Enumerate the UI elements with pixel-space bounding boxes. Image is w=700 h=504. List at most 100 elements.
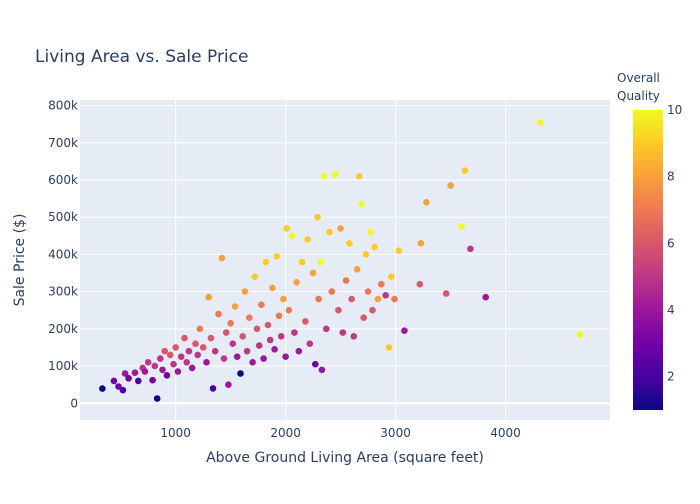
data-point [192,340,199,348]
data-point [149,376,156,384]
data-point [239,333,246,340]
data-point [401,327,408,335]
data-point [266,336,274,344]
data-point [346,240,353,247]
data-point [161,347,168,355]
colorbar [633,110,663,410]
data-point [315,295,322,303]
data-point [262,258,270,266]
data-point [218,254,226,262]
data-point [115,383,122,390]
data-point [291,329,298,336]
chart-title: Living Area vs. Sale Price [35,47,248,67]
data-point [331,171,339,178]
y-axis-ticks: 0 100k 200k 300k 400k 500k 600k 700k 800k [48,99,78,411]
data-point [362,251,370,258]
data-point [243,347,251,355]
data-point [222,329,230,336]
data-point [157,355,164,362]
data-point [374,295,382,303]
data-point [177,353,185,361]
data-point [461,167,469,174]
data-point [233,353,241,361]
data-point [249,359,256,366]
x-tick-label: 1000 [160,426,191,440]
data-point [163,372,171,379]
y-tick-label: 100k [48,359,78,373]
data-point [371,243,379,251]
data-point [159,366,166,374]
data-point [209,385,217,392]
data-point [205,293,212,301]
data-point [121,370,129,377]
data-point [275,312,283,320]
data-point [258,301,265,309]
data-point [269,284,276,292]
data-point [255,342,263,349]
data-point [188,364,196,372]
data-point [229,340,237,348]
data-point [312,360,319,368]
data-point [153,395,161,402]
data-point [220,355,228,362]
y-tick-label: 700k [48,136,78,150]
data-point [458,223,465,230]
data-point [207,334,215,342]
data-point [225,381,232,389]
data-point [246,314,253,322]
data-point [382,292,390,299]
data-point [227,320,234,327]
data-point [537,119,544,126]
data-point [172,344,179,351]
data-point [183,359,190,366]
grid-lines [80,100,610,420]
data-point [119,386,127,394]
data-point [423,199,430,206]
data-point [364,288,372,295]
data-point [360,314,368,322]
data-point [367,228,374,236]
y-tick-label: 200k [48,322,78,336]
data-point [203,359,210,366]
data-point [385,344,393,351]
y-tick-label: 500k [48,210,78,224]
data-point [337,225,344,232]
data-point [323,325,330,333]
data-point [295,347,303,355]
data-point [271,346,278,353]
data-point [387,273,395,281]
colorbar-tick-label: 6 [667,236,675,250]
data-point [241,288,249,295]
data-point [302,318,309,325]
data-point [181,334,188,342]
data-point [280,295,287,303]
data-point [194,351,201,359]
data-point [576,331,584,338]
data-point [174,368,182,375]
colorbar-ticks: 2 4 6 8 10 [667,103,682,384]
data-point [350,333,358,340]
data-point [328,288,336,295]
y-tick-label: 400k [48,247,78,261]
data-point [215,310,222,318]
colorbar-tick-label: 10 [667,103,682,117]
data-point [141,368,149,375]
x-tick-label: 4000 [490,426,521,440]
data-point [144,359,152,366]
x-axis-ticks: 1000 2000 3000 4000 [160,426,520,440]
data-point [125,375,132,382]
data-point [442,290,450,297]
data-point [151,362,159,370]
data-point [339,329,347,336]
data-point [447,182,454,189]
data-point [135,377,142,385]
data-point [277,333,285,340]
y-tick-label: 0 [70,396,78,410]
data-point [309,269,317,277]
y-tick-label: 300k [48,285,78,299]
data-point [251,273,259,281]
data-point [211,347,219,355]
data-point [293,279,300,286]
data-point [166,351,174,359]
